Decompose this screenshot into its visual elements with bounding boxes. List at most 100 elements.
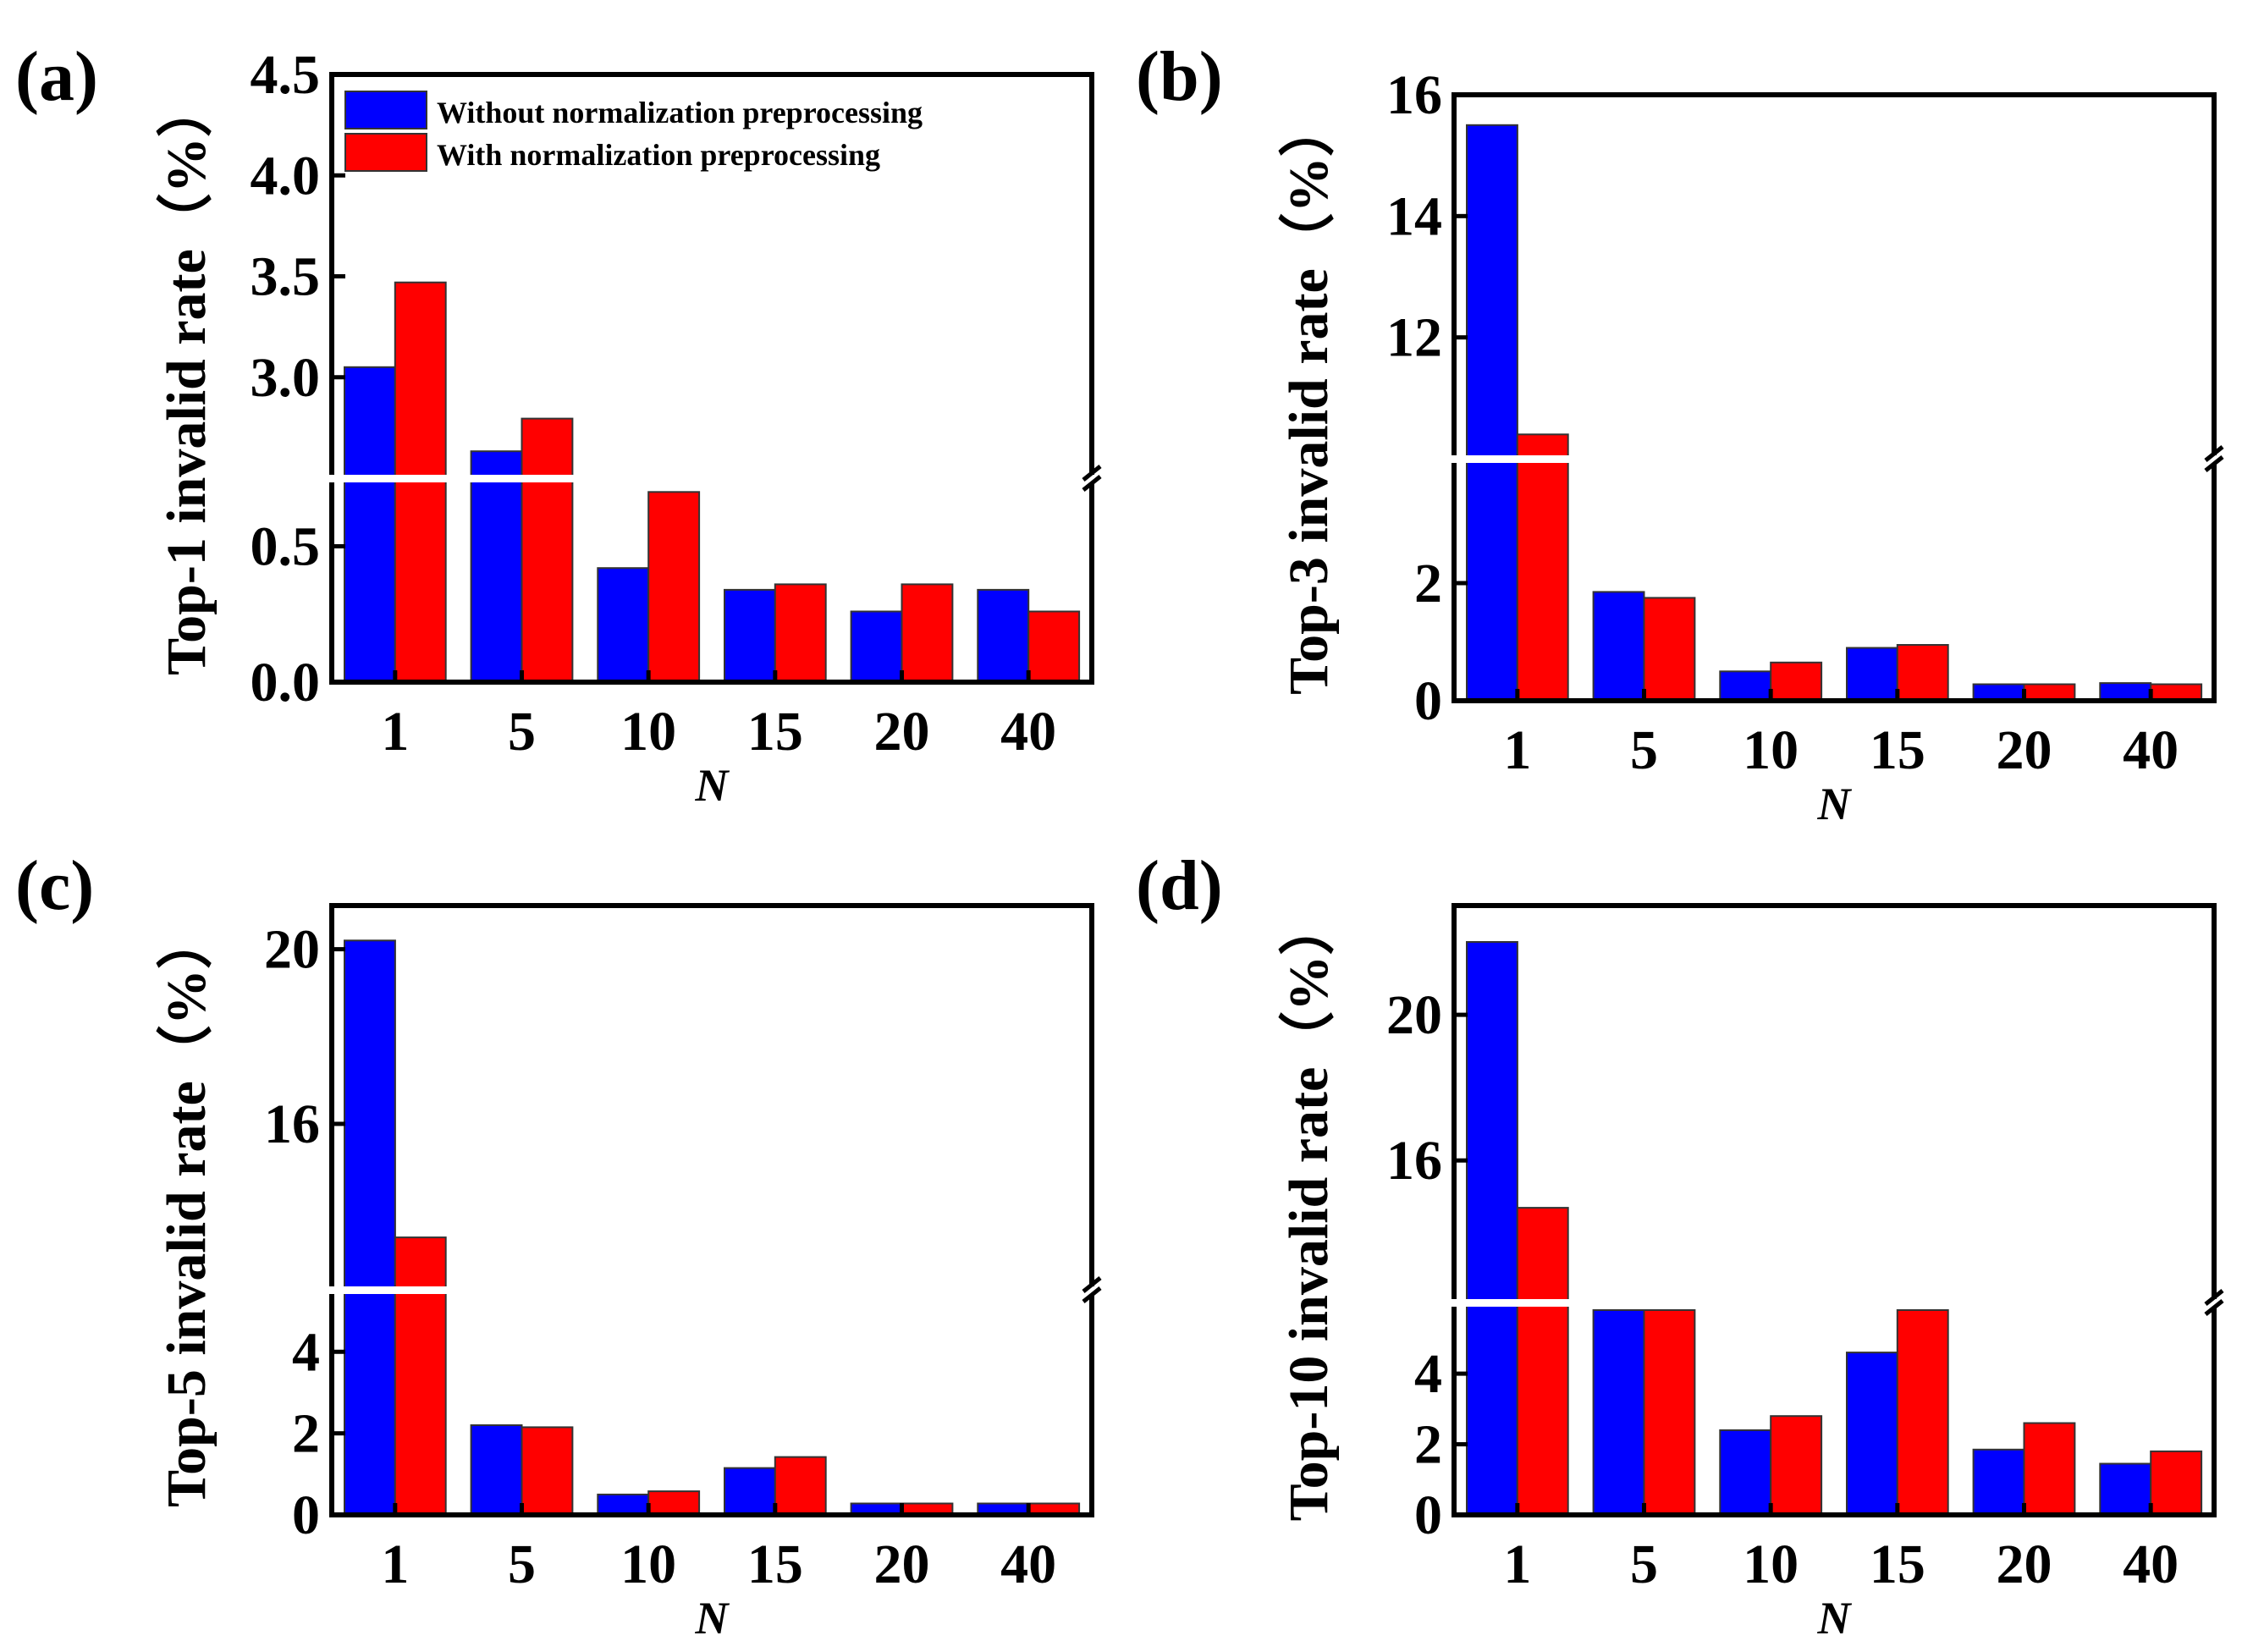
y-tick-label-upper: 12 [1386,307,1442,369]
y-tick-label-lower: 2 [1414,1414,1442,1476]
y-tick-label-lower: 0.0 [251,652,321,713]
break-gap-right [2210,455,2218,463]
bar-without-5 [1592,1309,1645,1516]
y-tick-label-lower: 4 [292,1321,320,1383]
bar-with-20 [901,583,954,684]
y-axis-label: Top-5 invalid rate（%） [155,913,218,1507]
panel-label: (b) [1136,37,1223,116]
bar-without-5 [1592,591,1645,702]
bar-without-5 [470,1424,523,1516]
x-tick-label: 5 [1630,719,1658,781]
x-tick-label: 10 [620,1534,676,1595]
bar-with-10 [647,491,701,683]
x-tick-label: 40 [2123,1534,2179,1595]
x-tick-label: 10 [620,701,676,763]
legend-swatch-without [344,91,427,129]
plot-frame [1452,92,2217,703]
y-tick-label-upper: 3.0 [251,347,321,409]
break-slash-1 [2204,445,2224,462]
x-tick-label: 15 [747,1534,803,1595]
bar-without-10 [597,1493,650,1517]
bar-with-5 [1643,597,1696,702]
break-slash-2 [2204,455,2224,472]
x-tick-label: 20 [1997,1534,2052,1595]
break-gap-left [1450,455,1458,463]
x-tick-label: 10 [1743,719,1799,781]
y-tick-label-upper: 3.5 [251,246,321,308]
y-tick-label-lower: 0 [292,1484,320,1546]
bar-with-5 [521,417,574,683]
break-gap-left [1450,1299,1458,1307]
y-tick-label-lower: 0.5 [251,516,321,578]
x-tick-label: 20 [1997,719,2052,781]
bar-with-1 [1516,1207,1569,1516]
x-tick-label: 40 [1000,701,1056,763]
x-tick-label: 15 [747,701,803,763]
legend: Without normalization preprocessing With… [344,91,923,172]
bar-with-15 [1896,1309,1949,1516]
y-tick-label-lower: 0 [1414,1484,1442,1546]
bar-with-1 [1516,433,1569,702]
break-slash-2 [2204,1299,2224,1316]
bar-with-15 [774,1456,827,1516]
bar-with-10 [647,1490,701,1516]
break-gap-left [328,1286,336,1294]
x-tick-label: 40 [1000,1534,1056,1595]
bar-without-1 [344,939,396,1517]
bar-without-1 [1466,941,1518,1516]
bar-without-40 [2099,682,2152,702]
x-tick-label: 5 [508,701,536,763]
bar-without-10 [1719,670,1772,702]
panel-label: (d) [1136,846,1223,925]
y-tick-label-lower: 4 [1414,1343,1442,1405]
panel-label: (a) [15,37,98,116]
y-tick-label-upper: 4.0 [251,145,321,206]
axis-break-band [330,1286,1093,1294]
x-tick-label: 15 [1870,719,1925,781]
bar-without-40 [2099,1462,2152,1516]
bar-without-5 [470,450,523,683]
break-slash-2 [1082,1286,1102,1303]
y-axis-label: Top-1 invalid rate（%） [155,81,218,675]
x-tick-label: 1 [381,1534,409,1595]
break-slash-2 [1082,475,1102,492]
x-axis-label: N [1817,779,1853,829]
bar-without-1 [1466,124,1518,702]
legend-label-with: With normalization preprocessing [437,138,880,172]
bar-with-5 [1643,1309,1696,1516]
y-tick-label-lower: 2 [1414,553,1442,614]
y-tick-label-lower: 0 [1414,670,1442,732]
x-tick-label: 1 [1503,1534,1531,1595]
panel-label: (c) [15,846,94,925]
bar-with-15 [774,583,827,684]
y-tick-label-lower: 2 [292,1403,320,1465]
bar-with-10 [1770,661,1823,702]
bar-without-15 [1846,647,1898,702]
bar-without-10 [1719,1429,1772,1517]
x-tick-label: 20 [874,701,930,763]
legend-swatch-with [344,133,427,172]
bar-without-1 [344,366,396,683]
break-gap-right [1088,475,1096,482]
break-gap-left [328,475,336,482]
plot-frame [329,903,1094,1517]
y-tick-label-upper: 14 [1386,185,1442,247]
x-tick-label: 5 [1630,1534,1658,1595]
bar-with-5 [521,1426,574,1517]
axis-break-band [1452,455,2216,463]
axis-break-band [1452,1299,2216,1307]
x-tick-label: 15 [1870,1534,1925,1595]
legend-label-without: Without normalization preprocessing [437,96,923,129]
bar-with-40 [2150,1450,2203,1517]
break-gap-right [1088,1286,1096,1294]
bar-with-10 [1770,1415,1823,1516]
x-axis-label: N [695,1593,730,1644]
bar-without-10 [597,567,650,684]
plot-frame [1452,903,2217,1517]
